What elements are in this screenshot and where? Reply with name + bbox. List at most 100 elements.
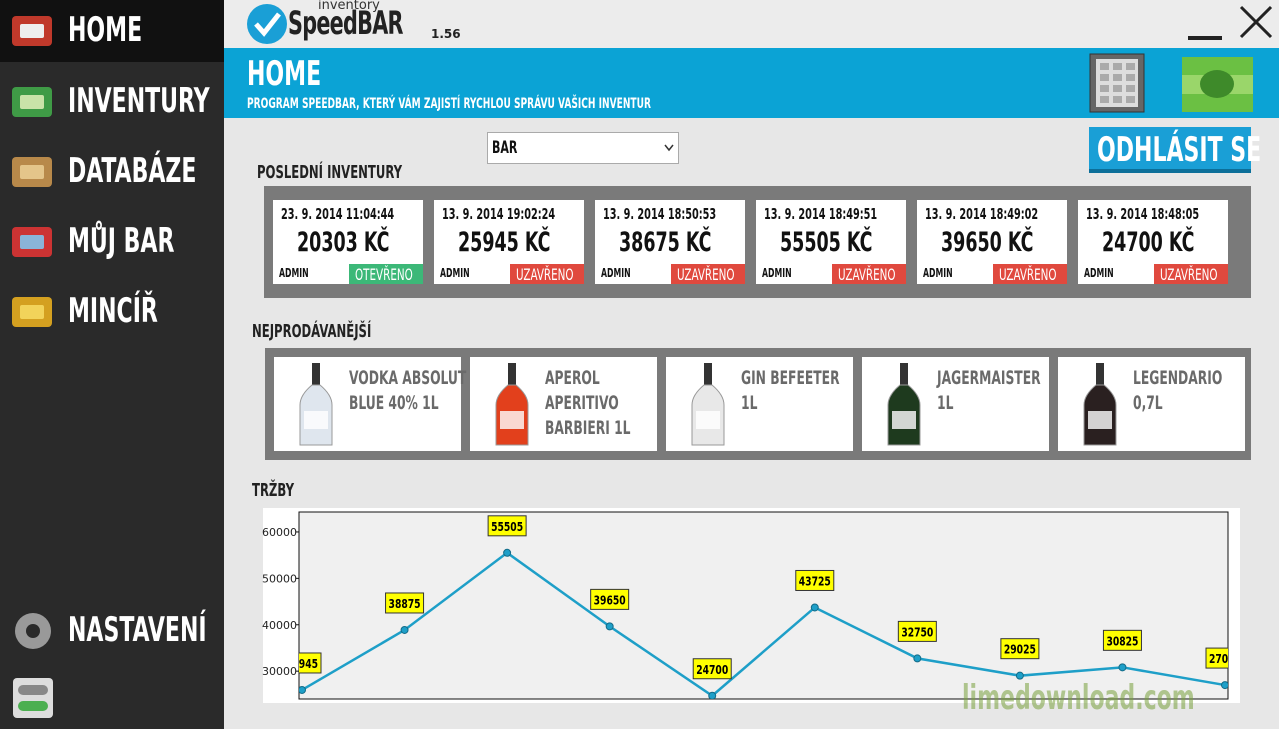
- card-date: 13. 9. 2014 19:02:24: [442, 205, 556, 223]
- card-amount: 20303 KČ: [297, 227, 390, 258]
- data-label: 43725: [799, 574, 831, 588]
- select-value: BAR: [492, 138, 518, 158]
- point: [1015, 671, 1024, 680]
- page-title: HOME: [247, 54, 322, 94]
- product-card[interactable]: JAGERMAISTER 1L: [862, 357, 1049, 451]
- settings-icon: [15, 613, 51, 649]
- point: [1221, 681, 1228, 690]
- data-label: 25945: [286, 657, 318, 671]
- inventory-card[interactable]: 13. 9. 2014 19:02:24 25945 KČ ADMIN UZAVŘEN…: [434, 200, 584, 284]
- y-tick-label: 60000: [262, 526, 297, 539]
- inventory-card[interactable]: 23. 9. 2014 11:04:44 20303 KČ ADMIN OTEVŘEN…: [273, 200, 423, 284]
- y-tick-label: 40000: [262, 619, 297, 632]
- icon-shape: [1113, 96, 1122, 103]
- menu-item[interactable]: NASTAVENÍ: [68, 610, 207, 650]
- watermark: limedownload.com: [962, 678, 1195, 718]
- logout-label: ODHLÁSIT SE: [1097, 130, 1262, 170]
- icon-shape: [1100, 96, 1109, 103]
- point: [400, 625, 409, 634]
- card-user: ADMIN: [923, 266, 953, 280]
- icon-shape: [1100, 74, 1109, 81]
- plot-area: [298, 511, 1229, 700]
- point: [299, 685, 306, 694]
- inventory-card[interactable]: 13. 9. 2014 18:49:02 39650 KČ ADMIN UZAVŘEN…: [917, 200, 1067, 284]
- icon-shape: [18, 685, 48, 695]
- card-user: ADMIN: [440, 266, 470, 280]
- menu-icon: [12, 157, 52, 187]
- data-label: 32750: [901, 625, 933, 639]
- data-label-box: [590, 588, 630, 610]
- card-status: UZAVŘENO: [993, 264, 1067, 284]
- icon-shape: [1126, 85, 1135, 92]
- menu-item[interactable]: HOME: [68, 10, 143, 50]
- icon-shape: [20, 305, 44, 319]
- icon-shape: [304, 411, 328, 429]
- icon-shape: [26, 624, 40, 638]
- icon-shape: [312, 363, 320, 385]
- product-card[interactable]: LEGENDARIO 0,7L: [1058, 357, 1245, 451]
- product-name: LEGENDARIO: [1133, 367, 1223, 389]
- product-name: GIN BEFEETER: [741, 367, 840, 389]
- icon-shape: [254, 12, 281, 37]
- card-date: 13. 9. 2014 18:50:53: [603, 205, 717, 223]
- bottle-image: [299, 363, 333, 446]
- icon-shape: [1088, 411, 1112, 429]
- status-label: UZAVŘENO: [838, 265, 896, 284]
- card-status: OTEVŘENO: [349, 264, 423, 284]
- icon-shape: [508, 363, 516, 385]
- product-name: BARBIERI 1L: [545, 417, 631, 439]
- icon-shape: [20, 24, 44, 38]
- bottle-image: [495, 363, 529, 446]
- data-label-box: [692, 658, 732, 680]
- product-name: BLUE 40% 1L: [349, 392, 439, 414]
- status-label: UZAVŘENO: [516, 265, 574, 284]
- point: [503, 548, 512, 557]
- section-title: NEJPRODÁVANĚJŠÍ: [252, 321, 372, 342]
- inventory-card[interactable]: 13. 9. 2014 18:50:53 38675 KČ ADMIN UZAVŘEN…: [595, 200, 745, 284]
- product-card[interactable]: APEROL APERITIVO BARBIERI 1L: [470, 357, 657, 451]
- icon-shape: [20, 235, 44, 249]
- venue-select[interactable]: BAR: [487, 132, 679, 164]
- icon-shape: [1113, 63, 1122, 70]
- menu-icon: [12, 227, 52, 257]
- data-label: 24700: [696, 663, 728, 677]
- logo-small: inventory: [318, 0, 380, 13]
- data-label-box: [795, 569, 835, 591]
- product-card[interactable]: VODKA ABSOLUT BLUE 40% 1L: [274, 357, 466, 451]
- menu-item[interactable]: INVENTURY: [68, 81, 210, 121]
- inventory-card[interactable]: 13. 9. 2014 18:48:05 24700 KČ ADMIN UZAVŘEN…: [1078, 200, 1228, 284]
- close-button[interactable]: [1238, 4, 1274, 40]
- y-tick-label: 30000: [262, 665, 297, 678]
- card-user: ADMIN: [762, 266, 792, 280]
- icon-shape: [1113, 74, 1122, 81]
- minimize-button[interactable]: [1188, 36, 1222, 40]
- product-name: APEROL: [545, 367, 600, 389]
- logout-button[interactable]: ODHLÁSIT SE: [1089, 127, 1261, 173]
- version: 1.56: [431, 27, 461, 41]
- menu-item[interactable]: MŮJ BAR: [68, 221, 175, 261]
- title-bar: [224, 0, 1279, 48]
- icon-shape: [1096, 363, 1104, 385]
- card-user: ADMIN: [1084, 266, 1114, 280]
- icon-shape: [1100, 85, 1109, 92]
- status-label: UZAVŘENO: [999, 265, 1057, 284]
- status-label: UZAVŘENO: [677, 265, 735, 284]
- product-card[interactable]: GIN BEFEETER 1L: [666, 357, 853, 451]
- menu-item[interactable]: MINCÍŘ: [68, 291, 158, 331]
- sidebar: [0, 0, 224, 729]
- data-label-box: [1102, 629, 1142, 651]
- menu-icon: [12, 87, 52, 117]
- icon-shape: [1113, 85, 1122, 92]
- icon-shape: [900, 363, 908, 385]
- logo: SpeedBAR: [288, 4, 403, 42]
- bottle-image: [1083, 363, 1117, 446]
- icon-shape: [1200, 70, 1234, 98]
- toggle-icon: [13, 678, 53, 718]
- point: [708, 691, 717, 699]
- icon-shape: [892, 411, 916, 429]
- card-amount: 25945 KČ: [458, 227, 551, 258]
- inventory-card[interactable]: 13. 9. 2014 18:49:51 55505 KČ ADMIN UZAVŘEN…: [756, 200, 906, 284]
- chart-title: TRŽBY: [252, 480, 295, 501]
- cash-icon: [1182, 57, 1253, 112]
- menu-item[interactable]: DATABÁZE: [68, 151, 197, 191]
